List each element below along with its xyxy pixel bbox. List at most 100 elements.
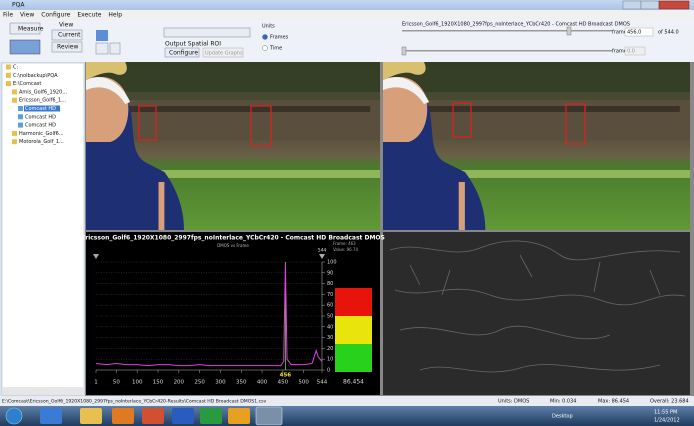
score-band (335, 316, 372, 344)
difference-map (383, 232, 690, 395)
tree-icon (12, 131, 17, 136)
tree-item[interactable]: C: (13, 65, 18, 71)
tree-item[interactable]: Comcast HD (25, 123, 56, 129)
button-label: Current (58, 32, 81, 39)
radio-label: Frames (270, 35, 289, 41)
x-tick-label: 544 (317, 380, 328, 386)
app-icon[interactable] (142, 408, 164, 424)
score-band (335, 344, 372, 372)
tree-item[interactable]: Comcast HD (25, 114, 56, 120)
scrollbar[interactable] (2, 387, 84, 395)
radio-selected[interactable] (263, 35, 268, 40)
x-tick-label: 100 (132, 380, 143, 386)
button-label: Review (57, 44, 79, 51)
processed-frame (383, 62, 690, 230)
label: Units (262, 24, 275, 30)
tree-icon (12, 139, 17, 144)
label: of 544.0 (658, 30, 679, 36)
icon-button[interactable] (10, 40, 40, 54)
layout-button[interactable] (96, 30, 108, 41)
y-tick-label: 100 (327, 260, 337, 266)
app-icon[interactable] (200, 408, 222, 424)
score-band (335, 288, 372, 316)
frame-slider[interactable] (402, 50, 612, 52)
y-tick-label: 20 (327, 346, 333, 352)
tree-icon (6, 73, 11, 78)
layout-button[interactable] (110, 43, 120, 54)
y-tick-label: 40 (327, 324, 333, 330)
slider-thumb[interactable] (567, 27, 571, 35)
tree-item[interactable]: Comcast HD (25, 106, 56, 112)
app-icon-active[interactable] (256, 407, 282, 425)
menu-item[interactable]: Help (108, 12, 122, 19)
menu-item[interactable]: File (3, 12, 13, 19)
radio[interactable] (263, 46, 268, 51)
status-overall: Overall: 23.684 (650, 399, 689, 405)
x-tick-label: 200 (174, 380, 185, 386)
status-path: E:\Comcast\Ericsson_Golf6_1920X1080_2997… (2, 399, 267, 405)
app-icon[interactable] (112, 408, 134, 424)
button-label: Measure (18, 26, 44, 33)
tree-icon (18, 114, 23, 119)
x-tick-label: 50 (113, 380, 120, 386)
y-tick-label: 90 (327, 270, 333, 276)
menu-item[interactable]: Execute (77, 12, 101, 19)
layout-button[interactable] (96, 43, 108, 54)
app-icon[interactable] (172, 408, 194, 424)
tree-icon (12, 98, 17, 103)
tree-item[interactable]: E:\Comcast (13, 81, 41, 87)
y-tick-label: 50 (327, 314, 333, 320)
x-tick-label: 400 (257, 380, 268, 386)
menu-item[interactable]: Configure (41, 12, 70, 19)
status-units: Units: DMOS (498, 399, 529, 405)
label: View (59, 22, 73, 29)
menu-bar (0, 10, 694, 20)
close-button[interactable] (659, 1, 689, 9)
app-icon[interactable] (40, 408, 62, 424)
score-value: 86.454 (343, 379, 364, 386)
tree-icon (18, 123, 23, 128)
body: PQA Measure View Current Review Output S… (0, 0, 694, 426)
button-label: Configure (169, 50, 198, 57)
y-tick-label: 70 (327, 292, 333, 298)
maximize-button[interactable] (641, 1, 659, 9)
app-icon[interactable] (228, 408, 250, 424)
tree-item[interactable]: Ericsson_Golf6_1... (19, 98, 66, 104)
tree-icon (18, 106, 23, 111)
minimize-button[interactable] (623, 1, 641, 9)
tree-item[interactable]: C:\nolbackup\PQA (13, 73, 58, 79)
x-tick-label: 250 (194, 380, 205, 386)
x-tick-label: 500 (298, 380, 309, 386)
tree-item[interactable]: Motorola_Golf_1... (19, 139, 64, 145)
title-bar (0, 0, 694, 10)
app-icon[interactable] (80, 408, 102, 424)
original-frame (86, 62, 380, 230)
menu-item[interactable]: View (20, 12, 34, 19)
status-min: Min: 0.034 (550, 399, 576, 405)
y-tick-label: 60 (327, 303, 333, 309)
slider-thumb[interactable] (402, 47, 406, 55)
y-tick-label: 10 (327, 357, 333, 363)
tree-item[interactable]: Amis_Golf6_1920... (19, 89, 67, 95)
x-tick-label: 350 (236, 380, 247, 386)
tree-icon (6, 65, 11, 70)
chart-subtitle: DMOS vs Frame (217, 243, 249, 248)
y-tick-label: 80 (327, 281, 333, 287)
y-tick-label: 0 (327, 368, 330, 374)
radio-label: Time (269, 46, 282, 52)
screen: PQA Measure View Current Review Output S… (0, 0, 694, 426)
button-label: Update Graphs (205, 51, 243, 57)
taskbar-desktop[interactable]: Desktop (552, 414, 573, 420)
frame-slider[interactable] (402, 30, 612, 32)
start-button[interactable] (6, 408, 22, 424)
page: PQA {"window": {"title": "PQA"}, "menu":… (0, 0, 694, 426)
status-max: Max: 86.454 (598, 399, 629, 405)
cursor-label: 456 (280, 373, 292, 379)
tree-panel (2, 63, 84, 395)
tree-icon (12, 89, 17, 94)
tree-item[interactable]: Harmonic_Golf6... (19, 131, 64, 137)
x-tick-label: 150 (153, 380, 164, 386)
playback-controls[interactable] (164, 28, 250, 37)
clock-time: 11:55 PM (654, 410, 677, 416)
window-title: PQA (12, 2, 25, 9)
